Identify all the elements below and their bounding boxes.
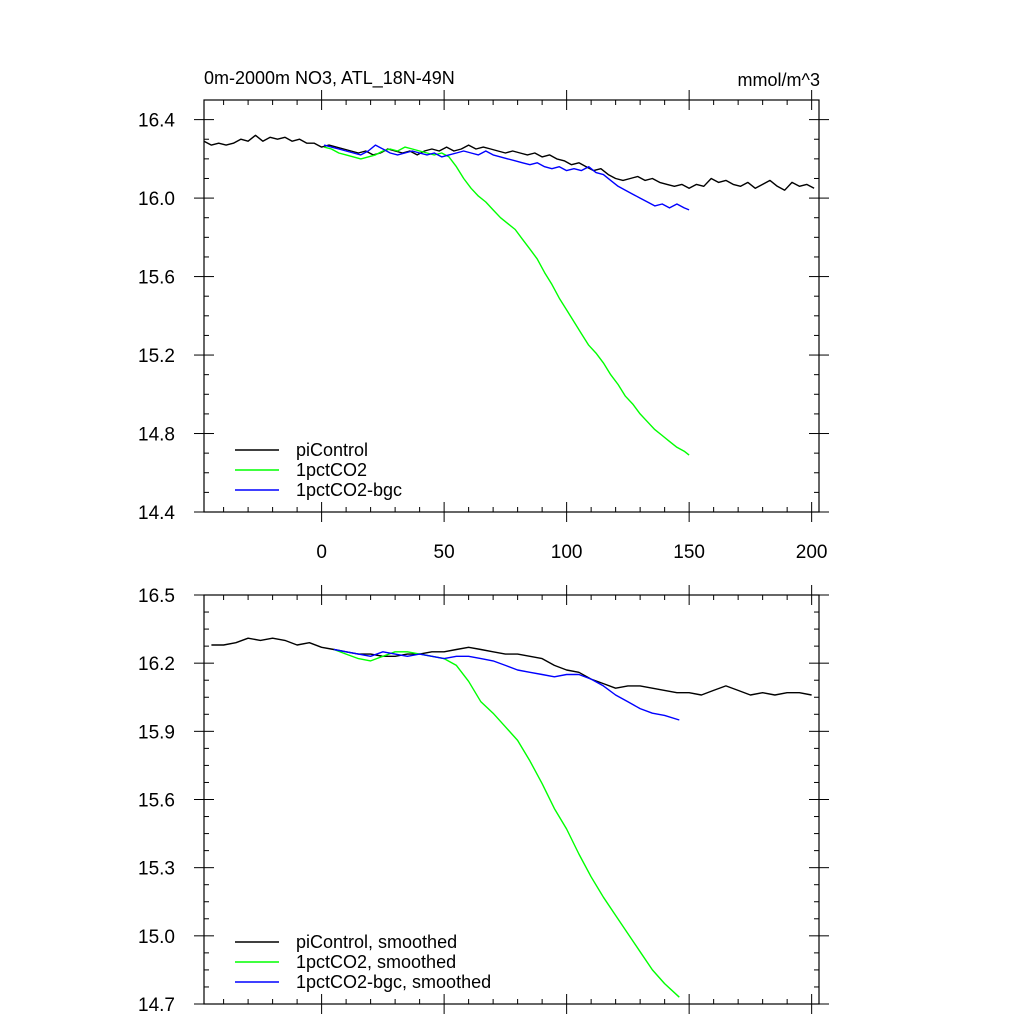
y-tick-labels: 14.4 14.8 15.2 15.6 16.0 16.4 [138, 111, 175, 524]
tick-marks [194, 90, 829, 522]
y-tick-label: 15.6 [138, 268, 175, 289]
tick-marks [194, 585, 829, 1014]
legend-label: 1pctCO2-bgc, smoothed [296, 972, 491, 992]
legend-label: piControl [296, 440, 368, 460]
y-tick-label: 15.0 [138, 927, 175, 948]
x-tick-label: 0 [316, 542, 327, 563]
y-tick-label: 16.0 [138, 189, 175, 210]
series-lines [211, 637, 812, 998]
y-tick-label: 16.2 [138, 654, 175, 675]
series-line [203, 134, 815, 191]
chart-title: 0m-2000m NO3, ATL_18N-49N [204, 68, 455, 89]
legend-label: piControl, smoothed [296, 932, 457, 952]
y-tick-label: 16.5 [138, 586, 175, 607]
legend-label: 1pctCO2, smoothed [296, 952, 456, 972]
panel-bottom: 14.7 15.0 15.3 15.6 15.9 16.2 16.5 piControl, … [138, 585, 829, 1016]
x-tick-label: 50 [434, 542, 455, 563]
y-tick-label: 15.6 [138, 791, 175, 812]
y-tick-label: 15.3 [138, 859, 175, 880]
legend-label: 1pctCO2-bgc [296, 480, 402, 500]
x-tick-label: 200 [796, 542, 828, 563]
series-line [333, 648, 680, 721]
units-label: mmol/m^3 [738, 70, 820, 90]
legend-label: 1pctCO2 [296, 460, 367, 480]
x-tick-label: 150 [673, 542, 705, 563]
panel-top: 0m-2000m NO3, ATL_18N-49N mmol/m^3 14.41… [138, 68, 829, 563]
y-tick-label: 14.7 [138, 995, 175, 1016]
y-tick-label: 15.9 [138, 722, 175, 743]
series-line [323, 146, 690, 456]
x-tick-label: 100 [551, 542, 583, 563]
y-tick-label: 15.2 [138, 346, 175, 367]
series-line [323, 144, 690, 211]
series-lines [203, 134, 815, 456]
y-tick-label: 14.4 [138, 503, 175, 524]
y-tick-labels: 14.7 15.0 15.3 15.6 15.9 16.2 16.5 [138, 586, 175, 1016]
series-line [211, 637, 812, 696]
plot-frame [203, 99, 820, 513]
x-tick-labels: 0 50 100 150 200 [316, 542, 827, 563]
y-tick-label: 14.8 [138, 425, 175, 446]
y-tick-label: 16.4 [138, 111, 175, 132]
